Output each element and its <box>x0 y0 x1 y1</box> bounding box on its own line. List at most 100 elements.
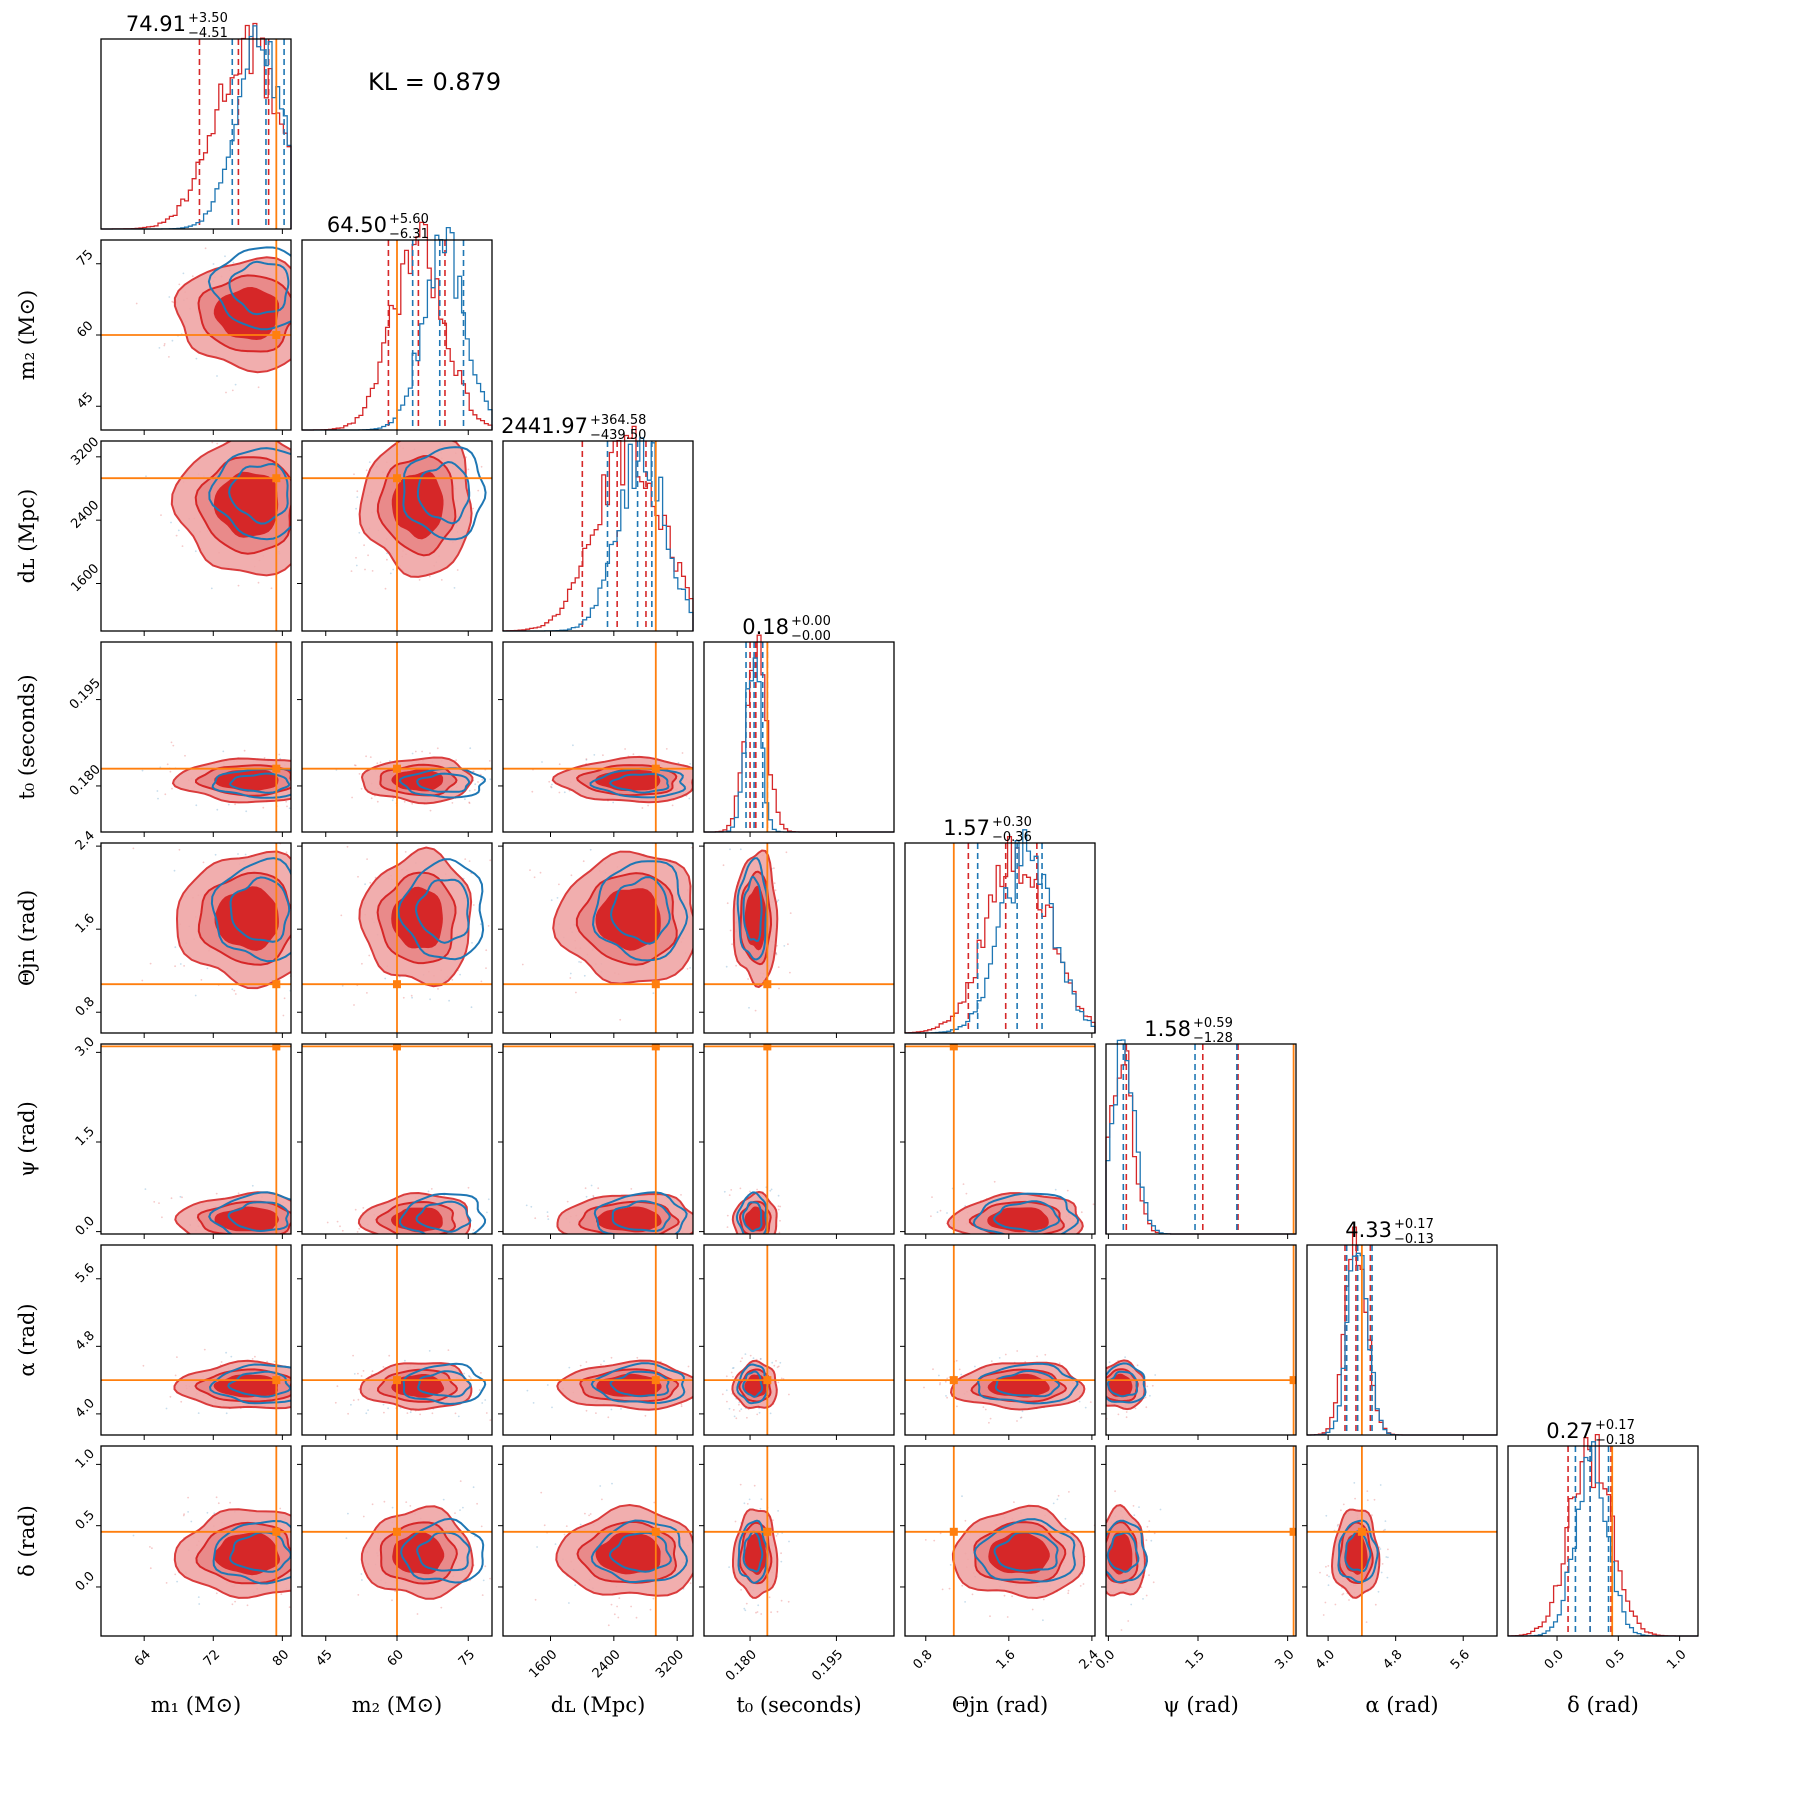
panel-content <box>503 1044 698 1257</box>
sample-point <box>759 1358 762 1360</box>
sample-point <box>1096 1391 1098 1393</box>
sample-point <box>382 1366 385 1368</box>
sample-point <box>1103 1395 1105 1397</box>
blue-contour-outer <box>400 1517 485 1584</box>
sample-point <box>630 1188 633 1190</box>
y-tick-label: 0.0 <box>73 1214 98 1239</box>
sample-point <box>367 1409 369 1411</box>
sample-point <box>447 1349 450 1351</box>
ticks-4-5 <box>900 1051 1093 1239</box>
sample-point <box>355 556 357 559</box>
y-axis-label-3: t₀ (seconds) <box>15 674 39 799</box>
title-plus: +0.17 <box>1595 1418 1635 1433</box>
sample-point <box>1108 1361 1111 1364</box>
sample-point <box>468 802 471 804</box>
panel-frame <box>502 1445 694 1637</box>
sample-point <box>657 839 659 841</box>
ticks-0-5 <box>143 1234 283 1239</box>
panel-frame <box>1306 1445 1498 1637</box>
sample-point <box>748 1006 750 1009</box>
title-minus: −6.31 <box>389 227 429 242</box>
panel-frame <box>502 440 694 632</box>
sample-point <box>1068 1491 1070 1493</box>
sample-point <box>721 859 723 861</box>
y-tick-label: 0.0 <box>73 1569 98 1594</box>
sample-point <box>279 757 282 760</box>
blue-contour-inner <box>609 876 671 945</box>
panel-frame <box>1507 1445 1699 1637</box>
sample-point <box>442 1498 445 1501</box>
sample-point <box>257 581 260 584</box>
sample-point <box>722 909 724 911</box>
panel-content <box>302 441 492 631</box>
sample-point <box>548 824 550 826</box>
ticks-5-6 <box>1101 1278 1289 1440</box>
sample-point <box>446 1246 448 1248</box>
sample-point <box>933 1539 936 1542</box>
sample-point <box>939 1382 941 1384</box>
sample-point <box>1003 1594 1006 1597</box>
sample-point <box>292 777 294 779</box>
sample-point <box>941 1588 944 1591</box>
sample-point <box>732 1409 735 1411</box>
sample-point <box>1031 1608 1034 1611</box>
blue-contour-inner <box>742 1201 763 1233</box>
sample-point <box>944 1380 947 1383</box>
sample-point <box>149 1567 152 1570</box>
sample-point <box>738 1403 740 1406</box>
panel-t0 (seconds)-vs-δ (rad) <box>703 1445 895 1637</box>
sample-point <box>680 1403 683 1406</box>
sample-point <box>360 1375 363 1377</box>
sample-point <box>144 1188 147 1190</box>
sample-point <box>1152 1581 1155 1584</box>
sample-point <box>1082 1521 1084 1523</box>
sample-point <box>480 1525 483 1528</box>
sample-point <box>331 794 333 796</box>
sample-point <box>960 1373 963 1376</box>
sample-point <box>411 752 414 755</box>
title-plus: +0.59 <box>1193 1016 1233 1031</box>
sample-point <box>356 496 359 498</box>
sample-point <box>169 770 172 773</box>
sample-point <box>318 520 320 522</box>
sample-point <box>738 1367 740 1369</box>
sample-point <box>469 747 472 750</box>
sample-point <box>288 807 291 810</box>
sample-point <box>696 1226 698 1228</box>
sample-point <box>476 1502 478 1505</box>
sample-point <box>296 529 298 531</box>
ticks-2-5 <box>498 1051 678 1239</box>
sample-point <box>1089 1494 1091 1496</box>
sample-point <box>585 759 588 761</box>
sample-point <box>1120 1629 1123 1631</box>
sample-point <box>591 1250 593 1252</box>
sample-point <box>1385 1556 1388 1558</box>
sample-point <box>711 793 713 795</box>
sample-point <box>340 1253 342 1255</box>
sample-point <box>610 1408 613 1411</box>
sample-point <box>366 992 368 994</box>
sample-point <box>380 1237 382 1239</box>
panel-dL (Mpc)-vs-Θjn (rad) <box>502 824 724 1034</box>
ticks-1-6 <box>297 1278 469 1440</box>
sample-point <box>696 947 698 949</box>
sample-point <box>539 871 542 874</box>
panel-m2 (M☉)-vs-t0 (seconds) <box>301 641 493 833</box>
sample-point <box>374 876 377 879</box>
sample-point <box>410 994 413 997</box>
sample-point <box>358 1388 360 1391</box>
sample-point <box>568 1366 571 1369</box>
sample-point <box>363 544 365 547</box>
sample-point <box>212 263 215 265</box>
sample-point <box>777 1208 780 1211</box>
sample-point <box>313 895 315 897</box>
sample-point <box>936 1211 939 1214</box>
sample-point <box>174 1374 177 1377</box>
sample-point <box>307 1222 309 1224</box>
sample-point <box>1013 1501 1015 1503</box>
sample-point <box>752 1237 754 1239</box>
sample-point <box>314 1489 316 1491</box>
sample-point <box>448 999 450 1002</box>
truth-marker <box>651 980 660 989</box>
sample-point <box>638 1255 640 1257</box>
